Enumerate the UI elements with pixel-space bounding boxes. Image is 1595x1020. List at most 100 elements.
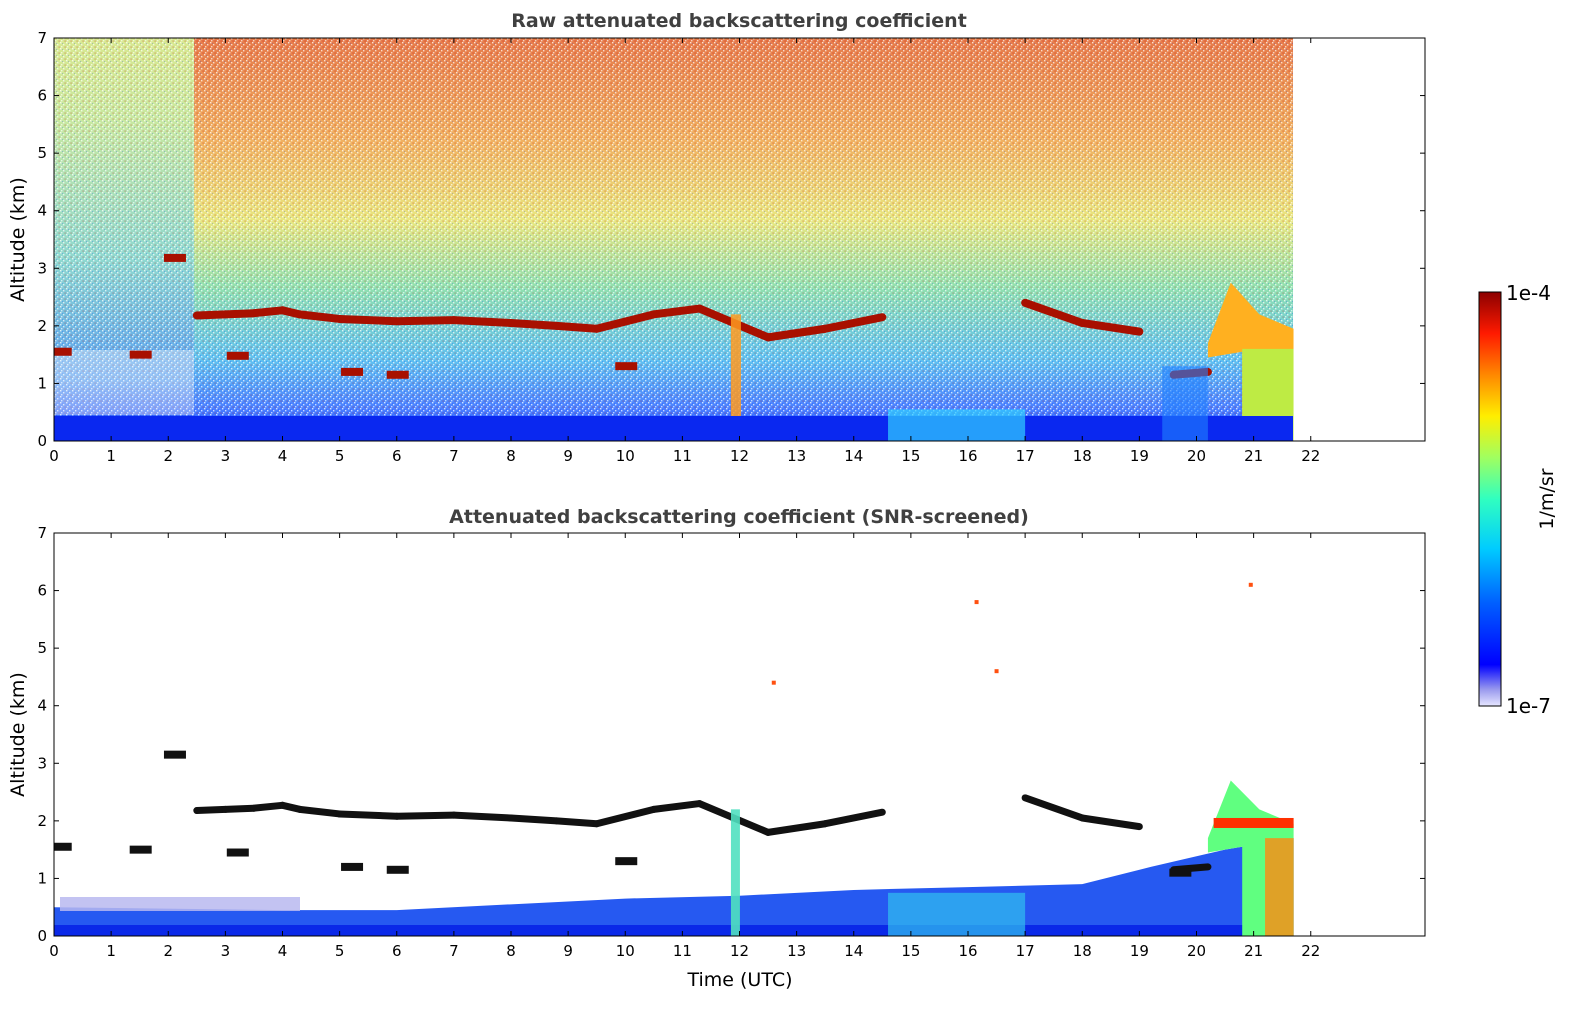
panel-screened: Attenuated backscattering coefficient (S… [7, 506, 1426, 991]
aerosol-patch [341, 367, 364, 376]
x-tick-label: 15 [901, 447, 920, 465]
x-tick-label: 1 [106, 447, 116, 465]
x-tick-label: 20 [1187, 447, 1206, 465]
cloud-layer-segment [296, 805, 344, 818]
x-tick-label: 7 [449, 447, 459, 465]
cloud-layer-segment [764, 324, 830, 342]
colorbar: 1e-4 1e-7 1/m/sr [1478, 281, 1558, 718]
scattered-point [771, 680, 776, 685]
x-tick-label: 18 [1073, 447, 1092, 465]
panel-raw-heatmap [54, 38, 1425, 441]
scattered-point [974, 600, 979, 605]
cloud-layer-segment [1078, 318, 1144, 336]
cloud-layer-segment [335, 314, 401, 326]
x-tick-label: 18 [1073, 942, 1092, 960]
x-tick-label: 15 [901, 942, 920, 960]
y-tick-label: 2 [37, 317, 47, 335]
aerosol-patch [615, 362, 638, 371]
cloud-layer-segment [507, 814, 561, 825]
x-tick-label: 14 [844, 447, 863, 465]
cloud-layer-segment [821, 313, 887, 333]
x-tick-label: 4 [278, 942, 288, 960]
x-tick-label: 2 [163, 447, 173, 465]
colorbar-unit-label: 1/m/sr [1536, 468, 1558, 529]
x-tick-label: 19 [1130, 447, 1149, 465]
colorbar-min-label: 1e-7 [1506, 694, 1551, 718]
screened-features [54, 582, 1294, 936]
aerosol-patch [129, 350, 152, 359]
cloud-layer-segment [392, 316, 458, 326]
x-tick-label: 10 [616, 942, 635, 960]
aerosol-patch [226, 848, 249, 857]
x-tick-label: 11 [673, 942, 692, 960]
cloud-layer-segment [592, 310, 658, 333]
panel-screened-xlabel: Time (UTC) [686, 969, 792, 991]
x-tick-label: 5 [335, 942, 345, 960]
screened-night-haze [60, 897, 300, 911]
x-tick-label: 13 [787, 942, 806, 960]
aerosol-patch [386, 370, 409, 379]
colorbar-gradient [1478, 291, 1502, 707]
y-tick-label: 0 [37, 432, 47, 450]
cloud-layer-segment [1021, 794, 1086, 822]
x-tick-label: 5 [335, 447, 345, 465]
cloud-layer-segment [250, 801, 286, 812]
x-tick-label: 8 [506, 447, 516, 465]
cloud-layer-segment [649, 304, 704, 319]
panel-screened-yticks: 0 1 2 3 4 5 6 7 [37, 524, 1425, 945]
cloud-layer-segment [193, 805, 229, 814]
x-tick-label: 12 [730, 942, 749, 960]
x-tick-label: 9 [563, 447, 573, 465]
cloud-layer-segment [1078, 814, 1143, 831]
y-tick-label: 6 [37, 582, 47, 600]
cloud-layer-segment [593, 805, 658, 828]
x-tick-label: 16 [958, 447, 977, 465]
x-tick-label: 21 [1244, 942, 1263, 960]
surface-structure-a [888, 409, 1026, 441]
y-tick-label: 4 [37, 202, 47, 220]
x-tick-label: 22 [1301, 942, 1320, 960]
screened-surface-band [54, 925, 1293, 936]
y-tick-label: 2 [37, 812, 47, 830]
panel-raw-title: Raw attenuated backscattering coefficien… [511, 10, 967, 32]
y-tick-label: 5 [37, 144, 47, 162]
scattered-point [1248, 582, 1253, 587]
cloud-layer-segment [450, 811, 515, 822]
cloud-layer-segment [650, 800, 704, 813]
raw-night-haze [54, 350, 194, 415]
cloud-layer-segment [221, 309, 258, 319]
x-tick-label: 14 [844, 942, 863, 960]
x-tick-label: 1 [106, 942, 116, 960]
panel-screened-heatmap [54, 582, 1294, 936]
panel-raw: Raw attenuated backscattering coefficien… [7, 10, 1426, 465]
convective-column [730, 809, 740, 936]
panel-screened-title: Attenuated backscattering coefficient (S… [449, 506, 1029, 528]
evening-mixed-layer [1265, 838, 1294, 936]
aerosol-patch [226, 351, 249, 360]
aerosol-patch [386, 865, 409, 874]
x-tick-label: 19 [1130, 942, 1149, 960]
x-tick-label: 3 [221, 942, 231, 960]
aerosol-patch [129, 845, 152, 854]
y-tick-label: 6 [37, 87, 47, 105]
x-tick-label: 22 [1301, 447, 1320, 465]
cloud-layer-segment [1021, 298, 1087, 327]
cloud-layer-segment [821, 808, 886, 828]
cloud-layer-segment [553, 817, 601, 828]
y-tick-label: 7 [37, 524, 47, 542]
y-tick-label: 4 [37, 697, 47, 715]
x-tick-label: 21 [1244, 447, 1263, 465]
x-tick-label: 13 [787, 447, 806, 465]
panel-screened-xticks: 0 1 2 3 4 5 6 7 8 9 10 11 12 13 14 15 16 17 18 19 20 21 22 [49, 533, 1320, 960]
y-tick-label: 7 [37, 29, 47, 47]
raw-surface-structure [888, 38, 1425, 441]
cloud-layer-segment [764, 820, 829, 836]
panel-raw-xticks: 0 1 2 3 4 5 6 7 8 9 10 11 12 13 14 15 16 17 18 19 20 21 22 [49, 38, 1320, 465]
panel-raw-ylabel: Altitude (km) [7, 177, 29, 302]
x-tick-label: 4 [278, 447, 288, 465]
aerosol-patch [54, 347, 72, 356]
x-tick-label: 20 [1187, 942, 1206, 960]
cloud-layer-segment [449, 316, 515, 327]
x-tick-label: 0 [49, 942, 59, 960]
